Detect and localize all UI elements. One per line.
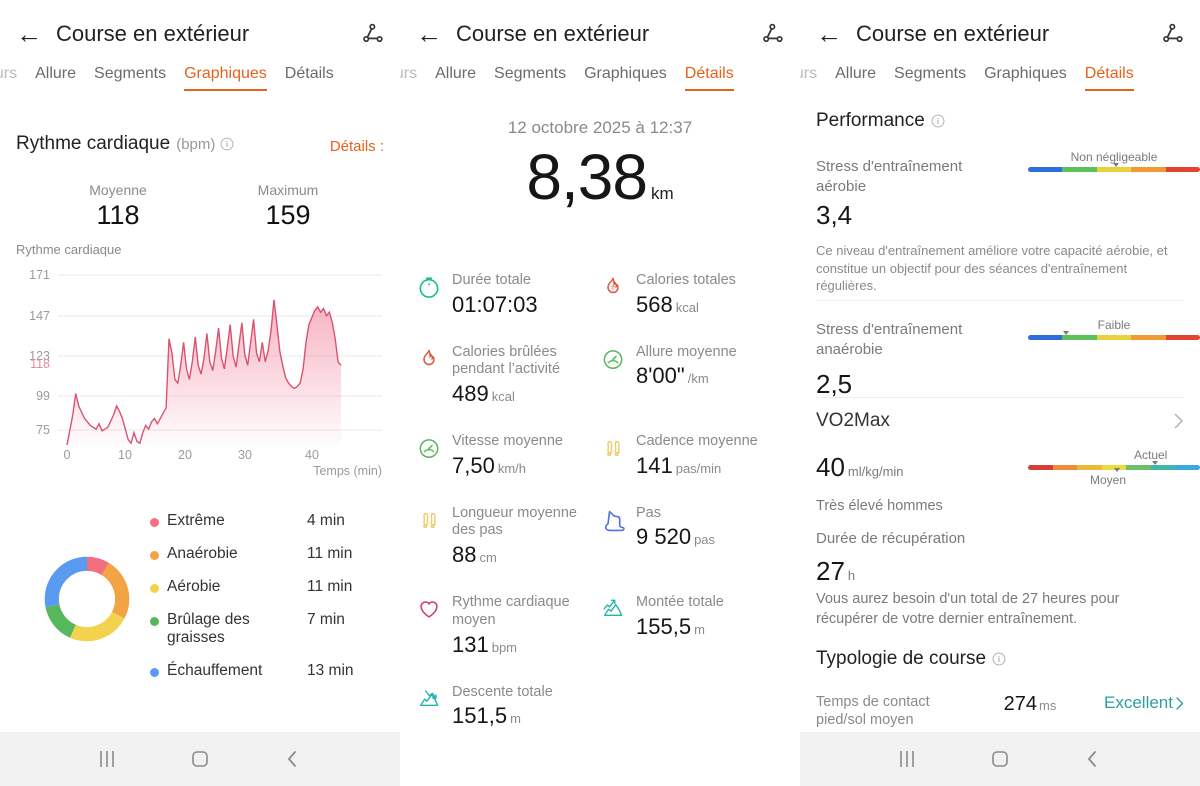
svg-text:Temps (min): Temps (min)	[313, 464, 382, 478]
svg-text:75: 75	[36, 423, 50, 437]
svg-text:40: 40	[305, 448, 319, 462]
svg-text:147: 147	[29, 309, 50, 323]
svg-text:T: T	[611, 285, 615, 292]
svg-text:0: 0	[64, 448, 71, 462]
svg-text:118: 118	[30, 357, 50, 371]
svg-text:171: 171	[29, 268, 50, 282]
svg-text:20: 20	[178, 448, 192, 462]
svg-text:10: 10	[118, 448, 132, 462]
svg-text:99: 99	[36, 389, 50, 403]
svg-text:30: 30	[238, 448, 252, 462]
